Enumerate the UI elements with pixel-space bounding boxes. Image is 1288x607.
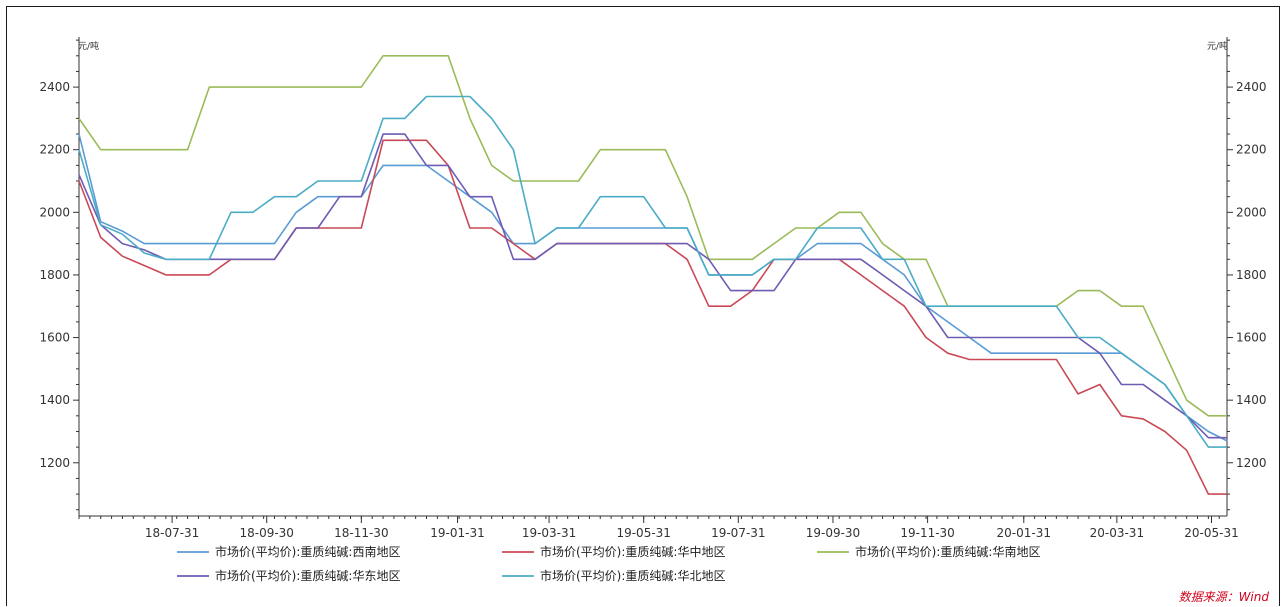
y-tick-label-right: 2000 [1236,205,1267,219]
line-chart: 1200 1200 1400 1400 1600 1600 1800 1800 2000 2000… [39,37,1270,604]
x-tick-label: 18-11-30 [334,526,388,540]
y-tick-label-left: 1600 [39,331,70,345]
axes: 1200 1200 1400 1400 1600 1600 1800 1800 2000 2000… [39,37,1267,540]
legend-label-1: 市场价(平均价):重质纯碱:西南地区 [215,544,400,559]
legend-label-5: 市场价(平均价):重质纯碱:华北地区 [540,568,725,583]
legend: 市场价(平均价):重质纯碱:西南地区 市场价(平均价):重质纯碱:华中地区 市场价(… [177,544,1040,583]
y-tick-label-right: 2400 [1236,80,1267,94]
y-tick-label-right: 1400 [1236,393,1267,407]
y-tick-label-left: 2400 [39,80,70,94]
x-tick-label: 18-07-31 [145,526,199,540]
y-tick-label-left: 2200 [39,143,70,157]
y-tick-label-left: 2000 [39,205,70,219]
series-line-2 [78,139,1227,495]
y-tick-label-right: 1600 [1236,331,1267,345]
series-line-5 [78,95,1227,448]
y-tick-label-left: 1800 [39,268,70,282]
legend-label-3: 市场价(平均价):重质纯碱:华南地区 [855,544,1040,559]
data-source-note: 数据来源：Wind [1179,590,1270,604]
x-tick-label: 19-01-31 [430,526,484,540]
x-tick-label: 18-09-30 [239,526,293,540]
x-tick-label: 19-09-30 [806,526,860,540]
y-tick-label-right: 1800 [1236,268,1267,282]
series-line-4 [78,133,1227,439]
y-tick-label-left: 1200 [39,456,70,470]
x-tick-label: 19-05-31 [616,526,670,540]
x-tick-label: 20-05-31 [1184,526,1238,540]
series-line-3 [78,54,1227,417]
chart-frame: 1200 1200 1400 1400 1600 1600 1800 1800 2000 2000… [6,6,1280,606]
x-tick-label: 19-03-31 [522,526,576,540]
x-tick-label: 19-07-31 [711,526,765,540]
legend-label-4: 市场价(平均价):重质纯碱:华东地区 [215,568,400,583]
y-tick-label-right: 1200 [1236,456,1267,470]
y-axis-unit-right: 元/吨 [1207,40,1228,52]
series-line-1 [78,133,1228,442]
y-tick-label-right: 2200 [1236,143,1267,157]
series-lines [78,54,1228,495]
y-tick-label-left: 1400 [39,393,70,407]
x-tick-label: 20-01-31 [997,526,1051,540]
x-tick-label: 19-11-30 [900,526,954,540]
y-axis-unit-left: 元/吨 [78,40,99,52]
x-tick-label: 20-03-31 [1090,526,1144,540]
legend-label-2: 市场价(平均价):重质纯碱:华中地区 [540,544,725,559]
